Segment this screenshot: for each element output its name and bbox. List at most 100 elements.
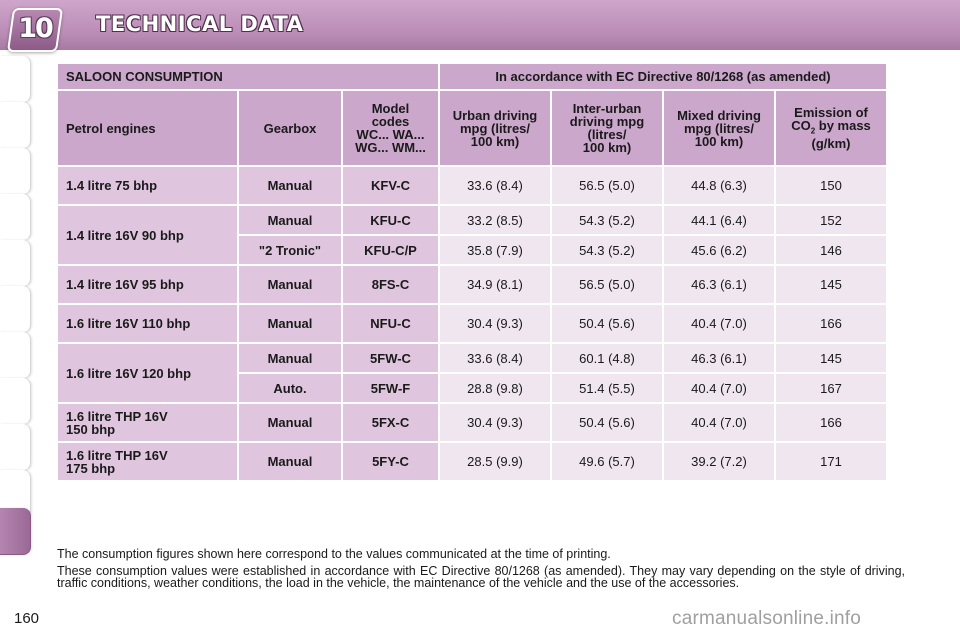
model-code-cell: KFU-C <box>343 206 438 234</box>
engine-name-line: 150 bhp <box>66 421 116 437</box>
table-row: 1.4 litre 16V 90 bhp Manual KFU-C 33.2 (8.5… <box>58 206 886 264</box>
chapter-number: 10 <box>18 13 54 44</box>
model-code-cell: 5FW-C <box>343 344 438 372</box>
chapter-tab[interactable] <box>0 378 31 425</box>
engine-name-line: 1.6 litre THP 16V <box>66 447 168 463</box>
chapter-tab[interactable] <box>0 148 31 195</box>
chapter-tab[interactable] <box>0 424 31 471</box>
interurban-column-header: Inter-urban driving mpg (litres/ 100 km) <box>552 91 662 165</box>
table-row: 1.4 litre 75 bhp Manual KFV-C 33.6 (8.4) 56.… <box>58 167 886 204</box>
header-band <box>0 0 960 50</box>
urban-cell: 30.4 (9.3) <box>440 404 550 441</box>
chapter-tab[interactable] <box>0 56 31 103</box>
chapter-tab[interactable] <box>0 240 31 287</box>
model-codes-column-header: Model codes WC... WA... WG... WM... <box>343 91 438 165</box>
co2-cell: 150 <box>776 167 886 204</box>
engine-column-header: Petrol engines <box>58 91 237 165</box>
table-row: 1.6 litre THP 16V 150 bhp Manual 5FX-C 30.4 … <box>58 404 886 441</box>
header-line: codes <box>371 114 410 129</box>
header-line: Mixed driving <box>677 107 761 123</box>
header-line: (litres/ <box>587 127 627 142</box>
gearbox-cell: Manual <box>239 266 341 303</box>
co2-cell: 167 <box>776 374 886 402</box>
table-row: 1.6 litre 16V 120 bhp Manual 5FW-C 33.6 (8.… <box>58 344 886 402</box>
gearbox-cell: "2 Tronic" <box>239 236 341 264</box>
co2-cell: 166 <box>776 305 886 342</box>
interurban-cell: 50.4 (5.6) <box>552 404 662 441</box>
header-line: WC... WA... <box>356 127 425 142</box>
mixed-cell: 44.1 (6.4) <box>664 206 774 234</box>
chapter-tab[interactable] <box>0 194 31 241</box>
urban-cell: 28.5 (9.9) <box>440 443 550 480</box>
co2-cell: 171 <box>776 443 886 480</box>
engine-cell: 1.6 litre THP 16V 175 bhp <box>58 443 237 480</box>
mixed-cell: 40.4 (7.0) <box>664 305 774 342</box>
header-subscript: 2 <box>810 126 816 136</box>
interurban-cell: 49.6 (5.7) <box>552 443 662 480</box>
gearbox-cell: Manual <box>239 206 341 234</box>
urban-cell: 28.8 (9.8) <box>440 374 550 402</box>
engine-name-line: 1.6 litre THP 16V <box>66 408 168 424</box>
engine-name-line: 1.4 litre 16V 95 bhp <box>66 277 184 292</box>
footnotes: The consumption figures shown here corre… <box>57 548 905 594</box>
gearbox-cell: Manual <box>239 404 341 441</box>
co2-cell: 152 <box>776 206 886 234</box>
table-row: Auto. 5FW-F 28.8 (9.8) 51.4 (5.5) 40.4 (7.0)… <box>58 374 886 402</box>
header-line: Inter-urban <box>572 101 642 116</box>
chapter-tab[interactable] <box>0 286 31 333</box>
engine-name-line: 1.4 litre 75 bhp <box>66 178 158 193</box>
engine-name-line: 1.4 litre 16V 90 bhp <box>66 227 184 243</box>
mixed-cell: 40.4 (7.0) <box>664 404 774 441</box>
model-code-cell: 8FS-C <box>343 266 438 303</box>
chapter-tab[interactable] <box>0 332 31 379</box>
interurban-cell: 51.4 (5.5) <box>552 374 662 402</box>
section-title: SALOON CONSUMPTION <box>58 64 438 89</box>
co2-cell: 166 <box>776 404 886 441</box>
model-code-cell: 5FW-F <box>343 374 438 402</box>
footnote-printing: The consumption figures shown here corre… <box>57 547 611 561</box>
engine-name-line: 1.6 litre 16V 110 bhp <box>66 316 191 331</box>
mixed-cell: 46.3 (6.1) <box>664 266 774 303</box>
urban-cell: 33.6 (8.4) <box>440 167 550 204</box>
header-line: Emission of <box>794 104 868 120</box>
engine-name-line: 1.6 litre 16V 120 bhp <box>66 365 192 381</box>
co2-cell: 145 <box>776 344 886 372</box>
mixed-column-header: Mixed driving mpg (litres/ 100 km) <box>664 91 774 165</box>
interurban-cell: 56.5 (5.0) <box>552 266 662 303</box>
header-line: CO <box>791 117 811 133</box>
co2-cell: 146 <box>776 236 886 264</box>
gearbox-column-header: Gearbox <box>239 91 341 165</box>
model-code-cell: KFV-C <box>343 167 438 204</box>
chapter-tab[interactable] <box>0 102 31 149</box>
page-title: TECHNICAL DATA <box>96 12 304 36</box>
table-row: "2 Tronic" KFU-C/P 35.8 (7.9) 54.3 (5.2) 45.… <box>58 236 886 264</box>
header-line: driving mpg <box>569 114 645 129</box>
engine-cell: 1.4 litre 16V 90 bhp <box>58 206 237 264</box>
gearbox-cell: Manual <box>239 443 341 480</box>
model-code-cell: 5FY-C <box>343 443 438 480</box>
engine-cell: 1.6 litre THP 16V 150 bhp <box>58 404 237 441</box>
engine-cell: 1.6 litre 16V 110 bhp <box>58 305 237 342</box>
model-code-cell: KFU-C/P <box>343 236 438 264</box>
mixed-cell: 46.3 (6.1) <box>664 344 774 372</box>
chapter-tabs <box>0 56 36 576</box>
emission-column-header: Emission of CO2 by mass (g/km) <box>776 91 886 165</box>
watermark: carmanualsonline.info <box>672 608 862 629</box>
urban-cell: 34.9 (8.1) <box>440 266 550 303</box>
chapter-tab-active[interactable] <box>0 508 31 555</box>
header-line: mpg (litres/ <box>459 120 531 136</box>
urban-cell: 33.6 (8.4) <box>440 344 550 372</box>
header-line: mpg (litres/ <box>683 120 755 136</box>
gearbox-cell: Manual <box>239 305 341 342</box>
interurban-cell: 60.1 (4.8) <box>552 344 662 372</box>
co2-cell: 145 <box>776 266 886 303</box>
table-row: 1.4 litre 16V 95 bhp Manual 8FS-C 34.9 (8.1… <box>58 266 886 303</box>
engine-name-line: 175 bhp <box>66 460 116 476</box>
header-line: Urban driving <box>452 107 538 123</box>
header-line: 100 km) <box>582 140 632 155</box>
gearbox-cell: Manual <box>239 344 341 372</box>
model-code-cell: 5FX-C <box>343 404 438 441</box>
engine-cell: 1.4 litre 16V 95 bhp <box>58 266 237 303</box>
header-line: by mass <box>815 117 871 133</box>
mixed-cell: 39.2 (7.2) <box>664 443 774 480</box>
